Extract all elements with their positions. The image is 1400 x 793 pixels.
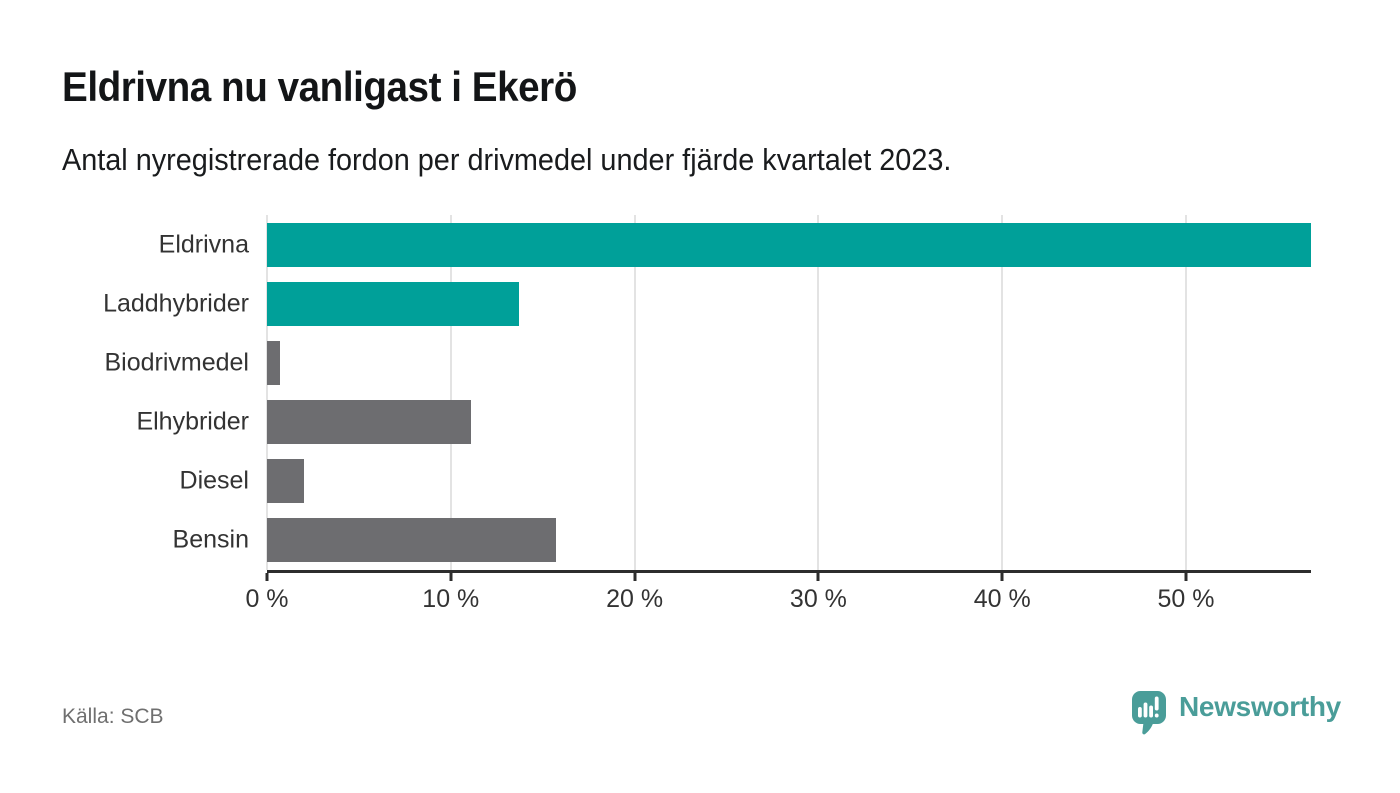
- newsworthy-logo: Newsworthy: [1132, 689, 1341, 735]
- axis-tick-label: 20 %: [606, 585, 664, 613]
- bar-laddhybrider: [267, 281, 519, 326]
- newsworthy-logo-text: Newsworthy: [1179, 691, 1341, 722]
- category-label: Bensin: [172, 525, 249, 554]
- category-label: Elhybrider: [136, 407, 249, 436]
- axis-tick: [633, 573, 637, 581]
- category-label: Eldrivna: [158, 230, 249, 259]
- chart-title: Eldrivna nu vanligast i Ekerö: [62, 63, 577, 110]
- x-axis: 0 % 10 % 20 % 30 % 40 % 50 %: [245, 573, 1311, 633]
- gridline: [449, 215, 452, 570]
- axis-tick-label: 30 %: [789, 585, 847, 613]
- source-label: Källa: SCB: [62, 705, 164, 728]
- newsworthy-logo-icon: [1132, 691, 1166, 735]
- gridline: [633, 215, 636, 570]
- logo-bars-icon: [1138, 696, 1159, 718]
- bar-elhybrider: [267, 400, 472, 445]
- bar-eldrivna: [267, 222, 1311, 267]
- bar-biodrivmedel: [267, 340, 280, 385]
- bar-diesel: [267, 459, 304, 504]
- category-label: Laddhybrider: [103, 289, 249, 318]
- gridline: [1001, 215, 1004, 570]
- bar-bensin: [267, 518, 556, 563]
- axis-tick: [449, 573, 453, 581]
- x-axis-line: [267, 570, 1311, 573]
- axis-tick: [265, 573, 269, 581]
- gridline: [266, 215, 268, 570]
- chart-row: Eldrivna: [159, 215, 1311, 274]
- chart-subtitle: Antal nyregistrerade fordon per drivmede…: [62, 142, 952, 177]
- chart-row: Bensin: [173, 511, 1311, 570]
- chart-row: Elhybrider: [136, 393, 1311, 452]
- axis-tick: [1184, 573, 1188, 581]
- axis-tick-label: 0 %: [245, 585, 289, 613]
- axis-tick-label: 10 %: [422, 585, 480, 613]
- chart-row: Diesel: [180, 452, 1311, 511]
- category-label: Biodrivmedel: [104, 348, 249, 377]
- chart-row: Biodrivmedel: [104, 333, 1311, 392]
- chart-row: Laddhybrider: [103, 274, 1311, 333]
- category-label: Diesel: [179, 466, 249, 495]
- axis-tick-label: 40 %: [973, 585, 1031, 613]
- axis-tick: [816, 573, 820, 581]
- plot-area: Eldrivna Laddhybrider Biodrivmedel Elhybrid…: [103, 215, 1311, 570]
- gridline: [1185, 215, 1187, 570]
- gridline: [817, 215, 820, 570]
- axis-tick-label: 50 %: [1157, 585, 1215, 613]
- axis-tick: [1000, 573, 1004, 581]
